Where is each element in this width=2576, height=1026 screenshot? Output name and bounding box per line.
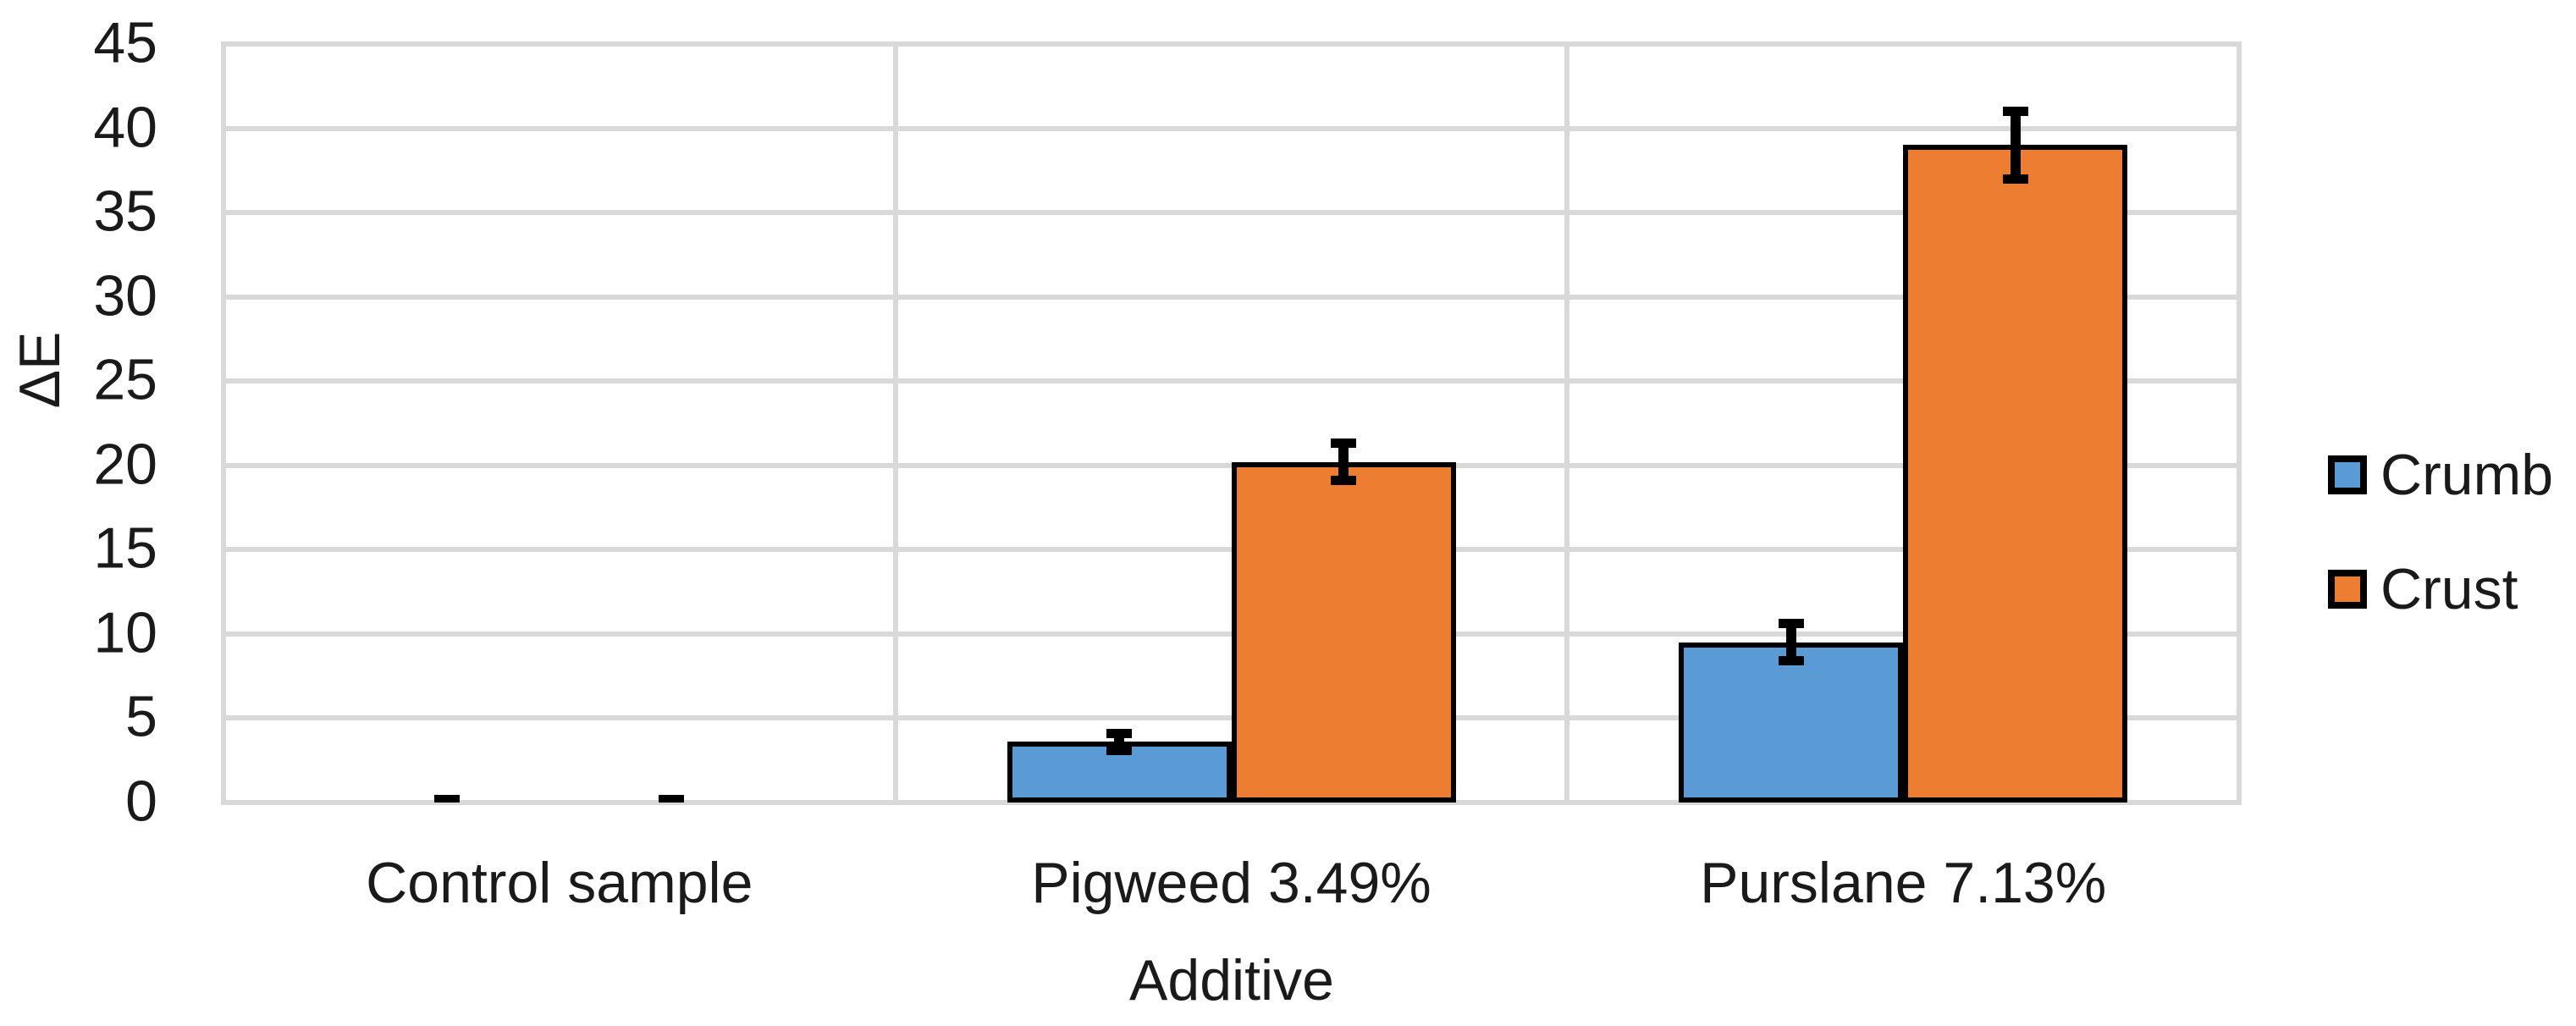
gridline-vertical [221, 41, 226, 805]
error-bar-cap [659, 801, 685, 803]
gridline-horizontal [221, 294, 2242, 300]
y-axis-title: ΔE [8, 331, 72, 409]
error-bar-line [1785, 623, 1796, 661]
error-bar-line [1338, 443, 1349, 481]
error-bar-cap [1778, 619, 1804, 629]
gridline-horizontal [221, 125, 2242, 131]
legend-item: Crust [2328, 557, 2553, 621]
gridline-horizontal [221, 378, 2242, 384]
y-tick-label: 10 [93, 600, 157, 665]
x-category-label: Control sample [366, 851, 753, 915]
legend-label: Crust [2380, 557, 2518, 621]
legend-item: Crumb [2328, 443, 2554, 507]
error-bar-cap [434, 801, 461, 803]
error-bar-cap [434, 794, 461, 803]
gridline-horizontal [221, 800, 2242, 805]
error-bar-cap [1331, 476, 1356, 486]
gridline-horizontal [221, 41, 2242, 47]
error-bar-cap [1778, 656, 1804, 666]
legend-swatch-crumb [2328, 455, 2367, 494]
error-bar-cap [2002, 174, 2028, 184]
x-category-label: Pigweed 3.49% [1031, 851, 1431, 915]
legend-swatch-crust [2328, 570, 2367, 609]
bar-crust [1231, 461, 1456, 803]
y-tick-label: 20 [93, 432, 157, 497]
bar-crumb [1679, 642, 1904, 803]
error-bar-line [2010, 111, 2021, 179]
gridline-vertical [892, 41, 898, 805]
y-tick-label: 0 [125, 769, 157, 834]
legend: Crumb Crust [2328, 443, 2554, 684]
gridline-horizontal [221, 210, 2242, 216]
bar-crust [1903, 145, 2128, 803]
x-axis-title: Additive [1129, 948, 1334, 1012]
y-tick-label: 35 [93, 179, 157, 244]
x-category-label: Purslane 7.13% [1700, 851, 2107, 915]
plot-area [223, 44, 2239, 803]
error-bar-cap [1106, 745, 1132, 755]
y-tick-label: 15 [93, 516, 157, 581]
error-bar-cap [659, 794, 685, 803]
error-bar-cap [1106, 728, 1132, 738]
error-bar-cap [1331, 439, 1356, 449]
legend-label: Crumb [2380, 443, 2554, 507]
y-tick-label: 40 [93, 95, 157, 160]
gridline-vertical [2237, 41, 2242, 805]
gridline-vertical [1564, 41, 1570, 805]
y-tick-label: 25 [93, 347, 157, 412]
error-bar-cap [2002, 107, 2028, 117]
y-tick-label: 5 [125, 685, 157, 750]
y-tick-label: 30 [93, 263, 157, 328]
y-tick-label: 45 [93, 10, 157, 75]
